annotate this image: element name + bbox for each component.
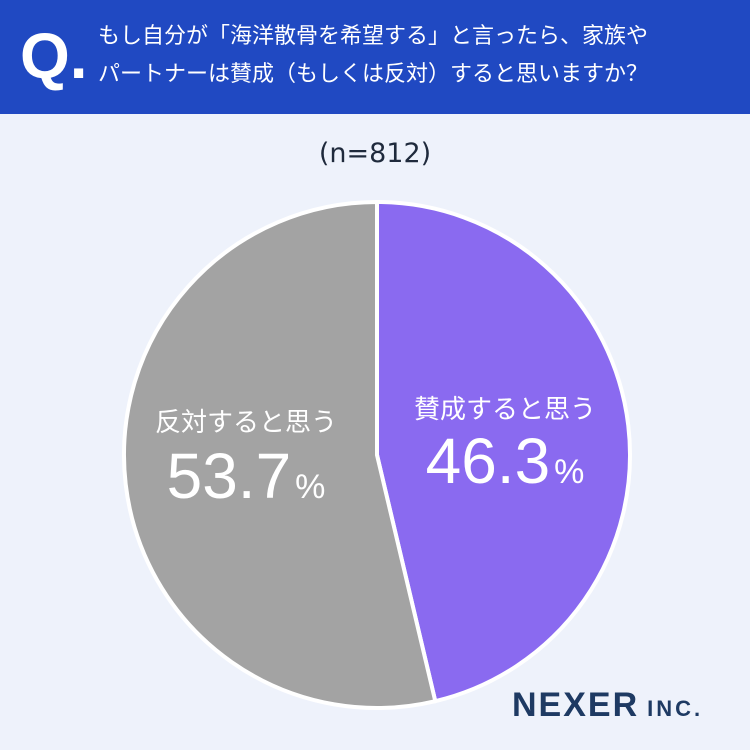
sample-size: (n=812): [318, 138, 432, 169]
pie-slice-0: [375, 200, 632, 704]
pie-slice-1: [122, 200, 438, 710]
question-text-line-2: パートナーは賛成（もしくは反対）すると思いますか？: [98, 62, 649, 87]
question-mark: Q.: [20, 20, 88, 92]
nexer-logo: NEXER INC.: [512, 686, 703, 725]
slice-label-1: 反対すると思う: [155, 408, 337, 438]
logo-name: NEXER: [512, 686, 640, 724]
slice-label-0: 賛成すると思う: [414, 395, 596, 425]
logo-suffix: INC.: [647, 696, 704, 721]
question-header: Q. もし自分が「海洋散骨を希望する」と言ったら、家族や パートナーは賛成（もし…: [0, 0, 750, 114]
question-text-line-1: もし自分が「海洋散骨を希望する」と言ったら、家族や: [98, 24, 649, 49]
slice-value-0: 46.3%: [426, 425, 585, 497]
slice-value-1: 53.7%: [167, 440, 326, 512]
